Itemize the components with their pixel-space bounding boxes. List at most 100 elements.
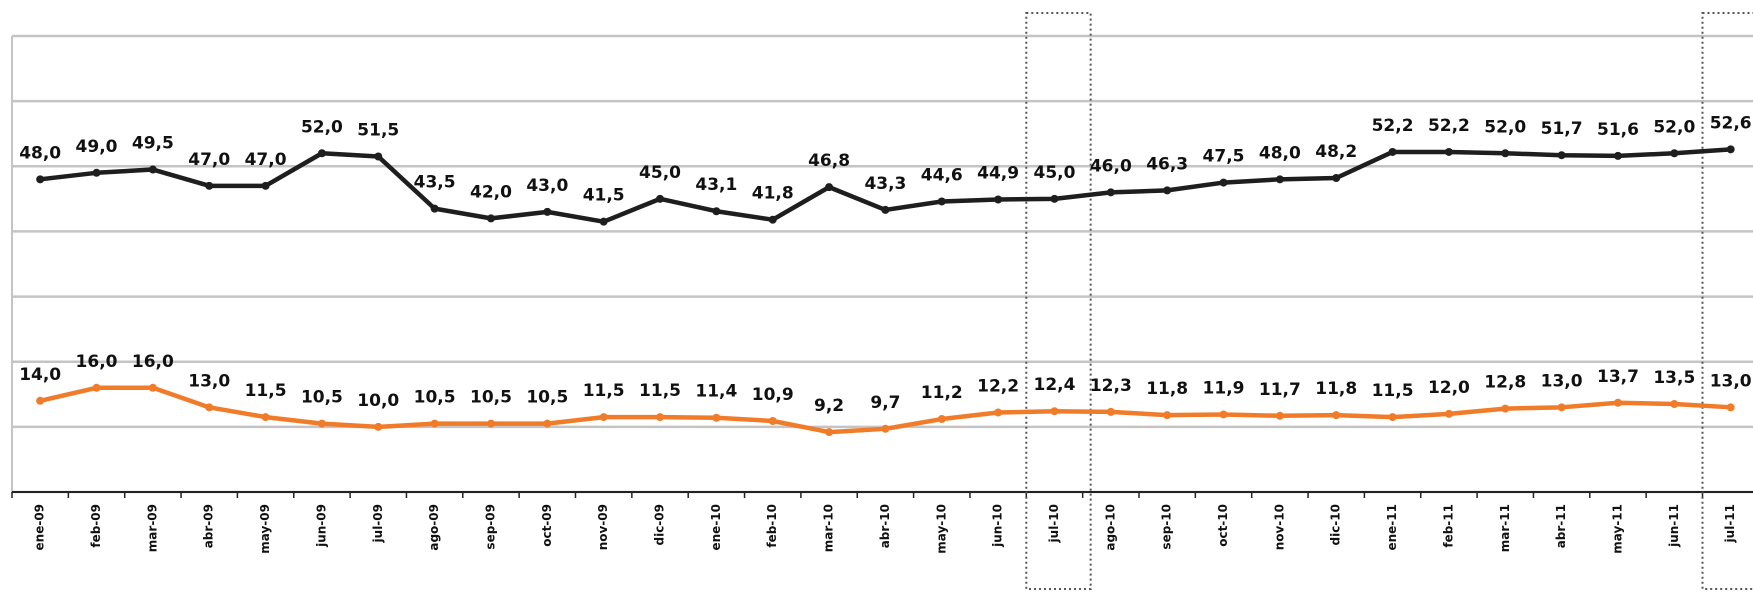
data-point xyxy=(881,205,890,214)
value-label: 12,8 xyxy=(1484,373,1526,393)
value-label: 11,4 xyxy=(695,382,737,402)
value-label: 52,0 xyxy=(1653,117,1695,137)
data-point xyxy=(1726,145,1735,154)
value-label: 16,0 xyxy=(76,352,118,372)
value-label: 10,5 xyxy=(414,388,456,408)
value-label: 11,8 xyxy=(1146,379,1188,399)
data-point xyxy=(768,416,777,425)
value-label: 11,9 xyxy=(1203,378,1245,398)
data-point xyxy=(1613,398,1622,407)
x-tick-label: ene-11 xyxy=(1385,504,1399,551)
value-label: 11,5 xyxy=(1372,381,1414,401)
data-point xyxy=(1670,400,1679,409)
data-point xyxy=(1275,175,1284,184)
data-point xyxy=(1163,186,1172,195)
data-point xyxy=(1332,411,1341,420)
data-point xyxy=(374,152,383,161)
value-label: 51,5 xyxy=(357,121,399,141)
value-label: 43,0 xyxy=(526,176,568,196)
data-point xyxy=(92,383,101,392)
value-label: 48,2 xyxy=(1315,142,1357,162)
highlight-box xyxy=(1701,12,1753,590)
value-label: 46,0 xyxy=(1090,156,1132,176)
data-point xyxy=(656,194,665,203)
value-label: 10,9 xyxy=(752,385,794,405)
x-tick-label: ene-09 xyxy=(33,504,47,551)
data-point xyxy=(599,413,608,422)
data-point xyxy=(825,428,834,437)
x-tick-label: jun-10 xyxy=(991,504,1005,548)
highlight-box xyxy=(1025,12,1092,590)
value-label: 52,2 xyxy=(1428,116,1470,136)
data-point xyxy=(1557,151,1566,160)
value-label: 12,0 xyxy=(1428,378,1470,398)
value-label: 47,0 xyxy=(188,150,230,170)
data-point xyxy=(881,424,890,433)
value-label: 10,0 xyxy=(357,391,399,411)
data-point xyxy=(1444,409,1453,418)
x-tick-label: dic-09 xyxy=(653,504,667,546)
data-point xyxy=(148,165,157,174)
value-label: 48,0 xyxy=(1259,143,1301,163)
data-point xyxy=(1613,151,1622,160)
data-point xyxy=(1726,403,1735,412)
x-tick-label: may-09 xyxy=(258,504,272,554)
value-label: 12,2 xyxy=(977,377,1019,397)
data-point xyxy=(1388,413,1397,422)
data-point xyxy=(1501,404,1510,413)
value-label: 13,0 xyxy=(1710,371,1752,391)
value-label: 45,0 xyxy=(639,163,681,183)
data-point xyxy=(937,197,946,206)
value-label: 52,6 xyxy=(1710,113,1752,133)
value-label: 49,0 xyxy=(76,137,118,157)
x-tick-label: may-10 xyxy=(934,504,948,554)
data-point xyxy=(92,168,101,177)
value-label: 9,7 xyxy=(870,393,900,413)
value-label: 48,0 xyxy=(19,143,61,163)
value-label: 52,0 xyxy=(1484,117,1526,137)
data-point xyxy=(937,415,946,424)
data-point xyxy=(486,419,495,428)
data-point xyxy=(1557,403,1566,412)
x-tick-label: feb-10 xyxy=(765,504,779,548)
data-point xyxy=(486,214,495,223)
value-label: 10,5 xyxy=(526,388,568,408)
value-label: 10,5 xyxy=(470,388,512,408)
value-label: 11,5 xyxy=(639,381,681,401)
x-tick-label: may-11 xyxy=(1610,504,1624,554)
x-tick-label: jul-10 xyxy=(1047,504,1061,543)
value-label: 52,0 xyxy=(301,117,343,137)
x-tick-label: jul-11 xyxy=(1723,504,1737,543)
value-label: 10,5 xyxy=(301,388,343,408)
data-point xyxy=(1106,407,1115,416)
data-point xyxy=(994,408,1003,417)
value-label: 13,5 xyxy=(1653,368,1695,388)
data-point xyxy=(430,204,439,213)
x-tick-label: jun-09 xyxy=(314,504,328,548)
x-tick-label: ago-09 xyxy=(427,504,441,551)
data-point xyxy=(1106,188,1115,197)
data-point xyxy=(374,422,383,431)
x-tick-label: mar-11 xyxy=(1498,504,1512,552)
x-tick-label: feb-09 xyxy=(89,504,103,548)
value-label: 11,2 xyxy=(921,383,963,403)
value-label: 44,9 xyxy=(977,164,1019,184)
value-label: 14,0 xyxy=(19,365,61,385)
x-tick-label: oct-09 xyxy=(540,504,554,547)
value-label: 42,0 xyxy=(470,182,512,202)
value-label: 41,8 xyxy=(752,184,794,204)
data-point xyxy=(768,215,777,224)
value-label: 12,4 xyxy=(1033,375,1075,395)
data-point xyxy=(656,413,665,422)
data-point xyxy=(1050,194,1059,203)
value-label: 13,0 xyxy=(1541,371,1583,391)
x-tick-label: mar-09 xyxy=(145,504,159,552)
value-label: 51,7 xyxy=(1541,119,1583,139)
value-label: 43,5 xyxy=(414,173,456,193)
x-tick-label: nov-09 xyxy=(596,504,610,550)
value-label: 12,3 xyxy=(1090,376,1132,396)
data-point xyxy=(1219,178,1228,187)
data-point xyxy=(1219,410,1228,419)
x-tick-label: abr-11 xyxy=(1554,504,1568,548)
